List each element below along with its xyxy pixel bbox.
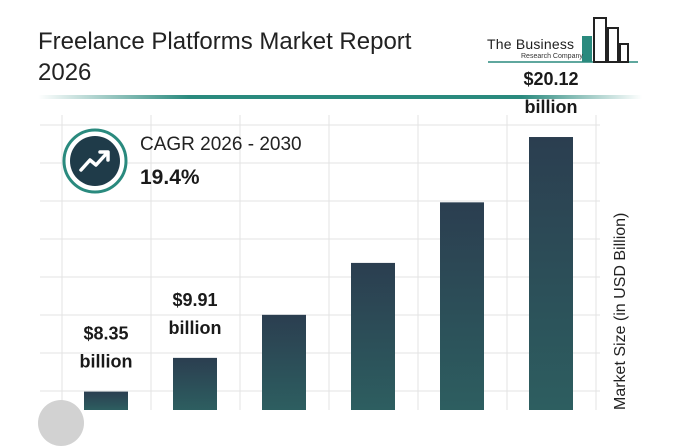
bar xyxy=(351,262,395,410)
bar xyxy=(84,391,128,410)
data-label: $8.35 xyxy=(83,324,128,344)
cagr-label: CAGR 2026 - 2030 xyxy=(140,134,302,155)
y-axis-title: Market Size (in USD Billion) xyxy=(612,212,629,410)
bar xyxy=(173,357,217,410)
data-label: $9.91 xyxy=(172,290,217,310)
bar xyxy=(262,314,306,410)
header-divider xyxy=(38,95,642,99)
cagr-value: 19.4% xyxy=(140,166,200,189)
trend-up-icon xyxy=(62,128,128,194)
data-label: billion xyxy=(169,318,222,338)
corner-badge xyxy=(38,400,84,446)
data-label: $20.12 xyxy=(523,69,578,89)
chart-bars xyxy=(84,137,573,410)
data-label: billion xyxy=(80,352,133,372)
bar-chart: $8.35 billion $9.91 billion $20.12 billion xyxy=(40,69,600,410)
report-title: Freelance Platforms Market Report 2026 xyxy=(38,28,412,86)
chart-data-labels: $8.35 billion $9.91 billion $20.12 billion xyxy=(80,69,579,372)
chart-gridlines xyxy=(40,115,600,410)
data-label: billion xyxy=(525,97,578,117)
bar xyxy=(440,202,484,410)
bar xyxy=(529,137,573,410)
brand-logo-icon xyxy=(488,17,638,63)
brand-subtitle: Research Company xyxy=(521,53,583,60)
brand-name: The Business xyxy=(487,36,575,52)
